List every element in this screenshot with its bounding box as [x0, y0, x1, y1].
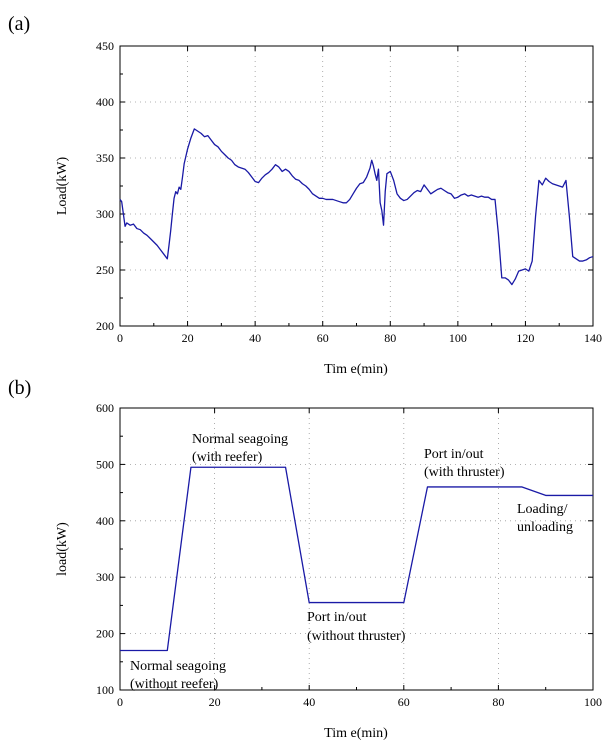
- y-tick-label: 500: [96, 457, 114, 471]
- panel-b-plot-frame: [119, 407, 594, 691]
- panel-a-grid: [120, 46, 593, 326]
- annotation-line-2: unloading: [517, 520, 573, 535]
- annotation-loading-unloading: Loading/ unloading: [517, 502, 573, 535]
- x-tick-label: 0: [117, 695, 123, 709]
- x-tick-label: 20: [209, 695, 221, 709]
- y-tick-label: 100: [96, 683, 114, 697]
- panel-a-x-axis-title: Tim e(min): [324, 362, 388, 377]
- annotation-line-1: Port in/out: [424, 447, 484, 462]
- panel-b-x-axis-title: Tim e(min): [324, 726, 388, 741]
- panel-a-label: (a): [8, 13, 30, 35]
- x-tick-label: 120: [516, 331, 534, 345]
- x-tick-label: 0: [117, 331, 123, 345]
- x-tick-label: 80: [492, 695, 504, 709]
- x-tick-label: 40: [249, 331, 261, 345]
- annotation-port-in-out-with-thruster: Port in/out (with thruster): [424, 447, 505, 480]
- panel-a: (a) 0 20 40 60 80 100 120 140 200 250 300 350 400 450…: [8, 13, 602, 377]
- annotation-normal-seagoing-without-reefer: Normal seagoing (without reefer): [130, 659, 226, 692]
- panel-b-load-profile-line: [120, 466, 593, 652]
- y-tick-label: 300: [96, 207, 114, 221]
- panel-a-y-axis-title: Load(kW): [55, 157, 70, 216]
- y-tick-label: 200: [96, 627, 114, 641]
- annotation-line-2: (without thruster): [307, 629, 406, 644]
- panel-a-ticks: 0 20 40 60 80 100 120 140 200 250 300 350 400 450: [96, 39, 602, 345]
- annotation-line-1: Normal seagoing: [192, 432, 288, 447]
- x-tick-label: 40: [303, 695, 315, 709]
- panel-a-load-series-line: [119, 128, 594, 286]
- x-tick-label: 80: [384, 331, 396, 345]
- annotation-line-2: (with reefer): [192, 450, 263, 465]
- panel-b-label: (b): [8, 377, 31, 399]
- x-tick-label: 140: [584, 331, 602, 345]
- annotation-line-1: Port in/out: [307, 610, 367, 625]
- y-tick-label: 600: [96, 401, 114, 415]
- x-tick-label: 100: [584, 695, 602, 709]
- annotation-line-1: Loading/: [517, 502, 568, 517]
- y-tick-label: 200: [96, 319, 114, 333]
- annotation-line-1: Normal seagoing: [130, 659, 226, 674]
- panel-b-grid: [120, 408, 593, 690]
- x-tick-label: 100: [449, 331, 467, 345]
- y-tick-label: 400: [96, 514, 114, 528]
- panel-b-ticks: 0 20 40 60 80 100 100 200 300 400 500 600: [96, 401, 602, 709]
- panel-a-plot-frame: [119, 45, 594, 327]
- x-tick-label: 20: [182, 331, 194, 345]
- panel-b: (b) 0 20 40 60 80 100 100 200 300 400 500 600 Tim e…: [8, 377, 602, 741]
- x-tick-label: 60: [398, 695, 410, 709]
- y-tick-label: 450: [96, 39, 114, 53]
- y-tick-label: 250: [96, 263, 114, 277]
- panel-b-y-axis-title: load(kW): [55, 522, 70, 576]
- annotation-line-2: (with thruster): [424, 465, 505, 480]
- y-tick-label: 400: [96, 95, 114, 109]
- y-tick-label: 300: [96, 570, 114, 584]
- annotation-port-in-out-without-thruster: Port in/out (without thruster): [307, 610, 406, 644]
- annotation-normal-seagoing-with-reefer: Normal seagoing (with reefer): [192, 432, 288, 465]
- x-tick-label: 60: [317, 331, 329, 345]
- annotation-line-2: (without reefer): [130, 677, 219, 692]
- y-tick-label: 350: [96, 151, 114, 165]
